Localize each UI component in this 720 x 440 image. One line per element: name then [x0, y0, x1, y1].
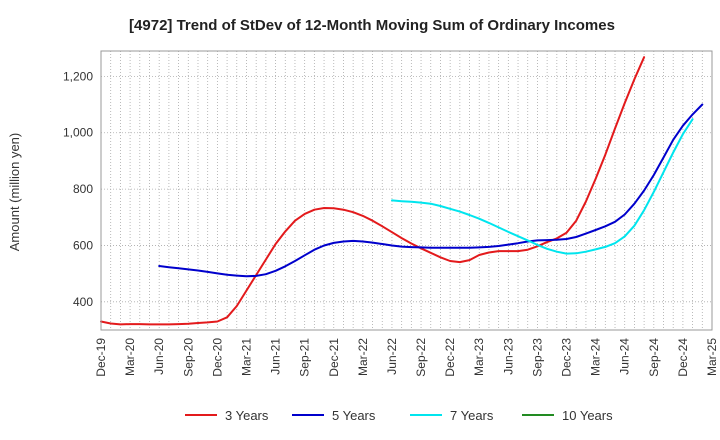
x-tick-label: Jun-24: [618, 338, 632, 375]
x-tick-label: Sep-24: [647, 338, 661, 377]
x-tick-label: Mar-23: [472, 338, 486, 376]
x-tick-label: Dec-19: [94, 338, 108, 377]
legend-label-5-years: 5 Years: [332, 408, 376, 423]
x-tick-label: Sep-23: [530, 338, 544, 377]
x-tick-label: Mar-22: [356, 338, 370, 376]
x-tick-label: Dec-20: [210, 338, 224, 377]
x-tick-label: Sep-22: [414, 338, 428, 377]
x-tick-label: Dec-23: [560, 338, 574, 377]
legend-label-3-years: 3 Years: [225, 408, 269, 423]
y-tick-label: 1,200: [63, 69, 93, 83]
x-tick-label: Jun-23: [501, 338, 515, 375]
x-tick-label: Jun-21: [269, 338, 283, 375]
x-tick-label: Mar-24: [589, 338, 603, 376]
legend: 3 Years 5 Years 7 Years 10 Years: [185, 408, 613, 423]
x-tick-label: Mar-21: [239, 338, 253, 376]
y-tick-labels: 400 600 800 1,000 1,200: [63, 69, 93, 308]
x-tick-label: Dec-24: [676, 338, 690, 377]
chart-title: [4972] Trend of StDev of 12-Month Moving…: [129, 17, 615, 34]
x-tick-label: Dec-22: [443, 338, 457, 377]
y-tick-label: 400: [73, 295, 93, 309]
x-tick-label: Sep-20: [181, 338, 195, 377]
x-tick-label: Jun-20: [152, 338, 166, 375]
series-line-7-years: [391, 118, 694, 255]
y-tick-label: 800: [73, 182, 93, 196]
y-axis-label: Amount (million yen): [7, 133, 22, 252]
legend-label-10-years: 10 Years: [562, 408, 613, 423]
x-tick-label: Jun-22: [385, 338, 399, 375]
series-line-5-years: [158, 103, 704, 278]
x-tick-label: Mar-20: [123, 338, 137, 376]
y-tick-label: 1,000: [63, 126, 93, 140]
x-tick-label: Dec-21: [327, 338, 341, 377]
series-lines: [100, 56, 704, 326]
y-tick-label: 600: [73, 238, 93, 252]
x-tick-labels: Dec-19 Mar-20 Jun-20 Sep-20 Dec-20 Mar-21 Jun-…: [94, 338, 719, 377]
legend-label-7-years: 7 Years: [450, 408, 494, 423]
x-tick-label: Mar-25: [705, 338, 719, 376]
plot-area: [101, 51, 712, 330]
plot-border: [100, 50, 713, 331]
x-tick-label: Sep-21: [298, 338, 312, 377]
